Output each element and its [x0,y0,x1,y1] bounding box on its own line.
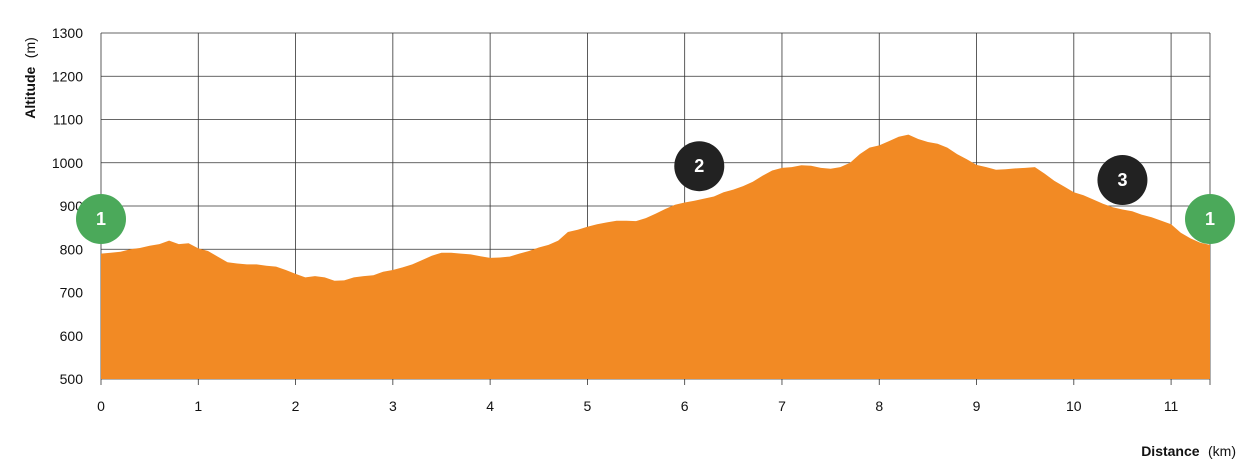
y-tick-label: 900 [60,198,84,214]
x-axis-name: Distance [1141,443,1200,459]
y-axis-label: Altitude (m) [22,37,39,119]
waypoint-marker: 3 [1097,155,1148,206]
waypoint-marker-label: 1 [96,209,106,229]
y-tick-label: 700 [60,285,84,301]
x-tick-label: 2 [292,398,300,414]
x-tick-label: 7 [778,398,786,414]
x-tick-label: 4 [486,398,494,414]
waypoint-marker-circle [76,193,126,244]
waypoint-marker: 1 [1185,193,1235,244]
y-axis-unit: (m) [22,37,38,58]
y-axis-name: Altitude [22,66,38,118]
waypoint-marker-circle [674,141,725,192]
waypoint-marker: 2 [674,141,725,192]
y-axis-ticks: 500 600 700 800 900 1000 1100 1200 1300 [52,25,83,387]
x-tick-label: 11 [1164,398,1179,414]
altitude-area [101,134,1210,379]
waypoint-marker-circle [1097,155,1148,206]
x-axis-ticks: 0 1 2 3 4 5 6 7 8 9 10 11 [97,398,1178,414]
y-tick-label: 500 [60,371,84,387]
x-axis-unit: (km) [1208,443,1236,459]
y-tick-label: 800 [60,241,84,257]
x-tick-label: 3 [389,398,397,414]
waypoint-marker-circle [1185,193,1235,244]
y-tick-label: 600 [60,328,84,344]
x-tick-label: 9 [973,398,981,414]
waypoint-marker: 1 [76,193,126,244]
waypoint-marker-label: 3 [1117,170,1127,190]
x-tick-label: 6 [681,398,689,414]
x-tick-label: 10 [1066,398,1082,414]
x-tick-label: 1 [194,398,202,414]
waypoint-markers: 1 2 3 1 [76,141,1235,244]
waypoint-marker-label: 1 [1205,209,1215,229]
x-tick-label: 8 [875,398,883,414]
y-tick-label: 1000 [52,155,83,171]
waypoint-marker-label: 2 [694,156,704,176]
y-tick-label: 1200 [52,68,83,84]
y-tick-label: 1100 [53,112,83,128]
x-tick-label: 5 [584,398,592,414]
x-tick-label: 0 [97,398,105,414]
x-axis-label: Distance (km) [1141,443,1236,460]
y-tick-label: 1300 [52,25,83,41]
